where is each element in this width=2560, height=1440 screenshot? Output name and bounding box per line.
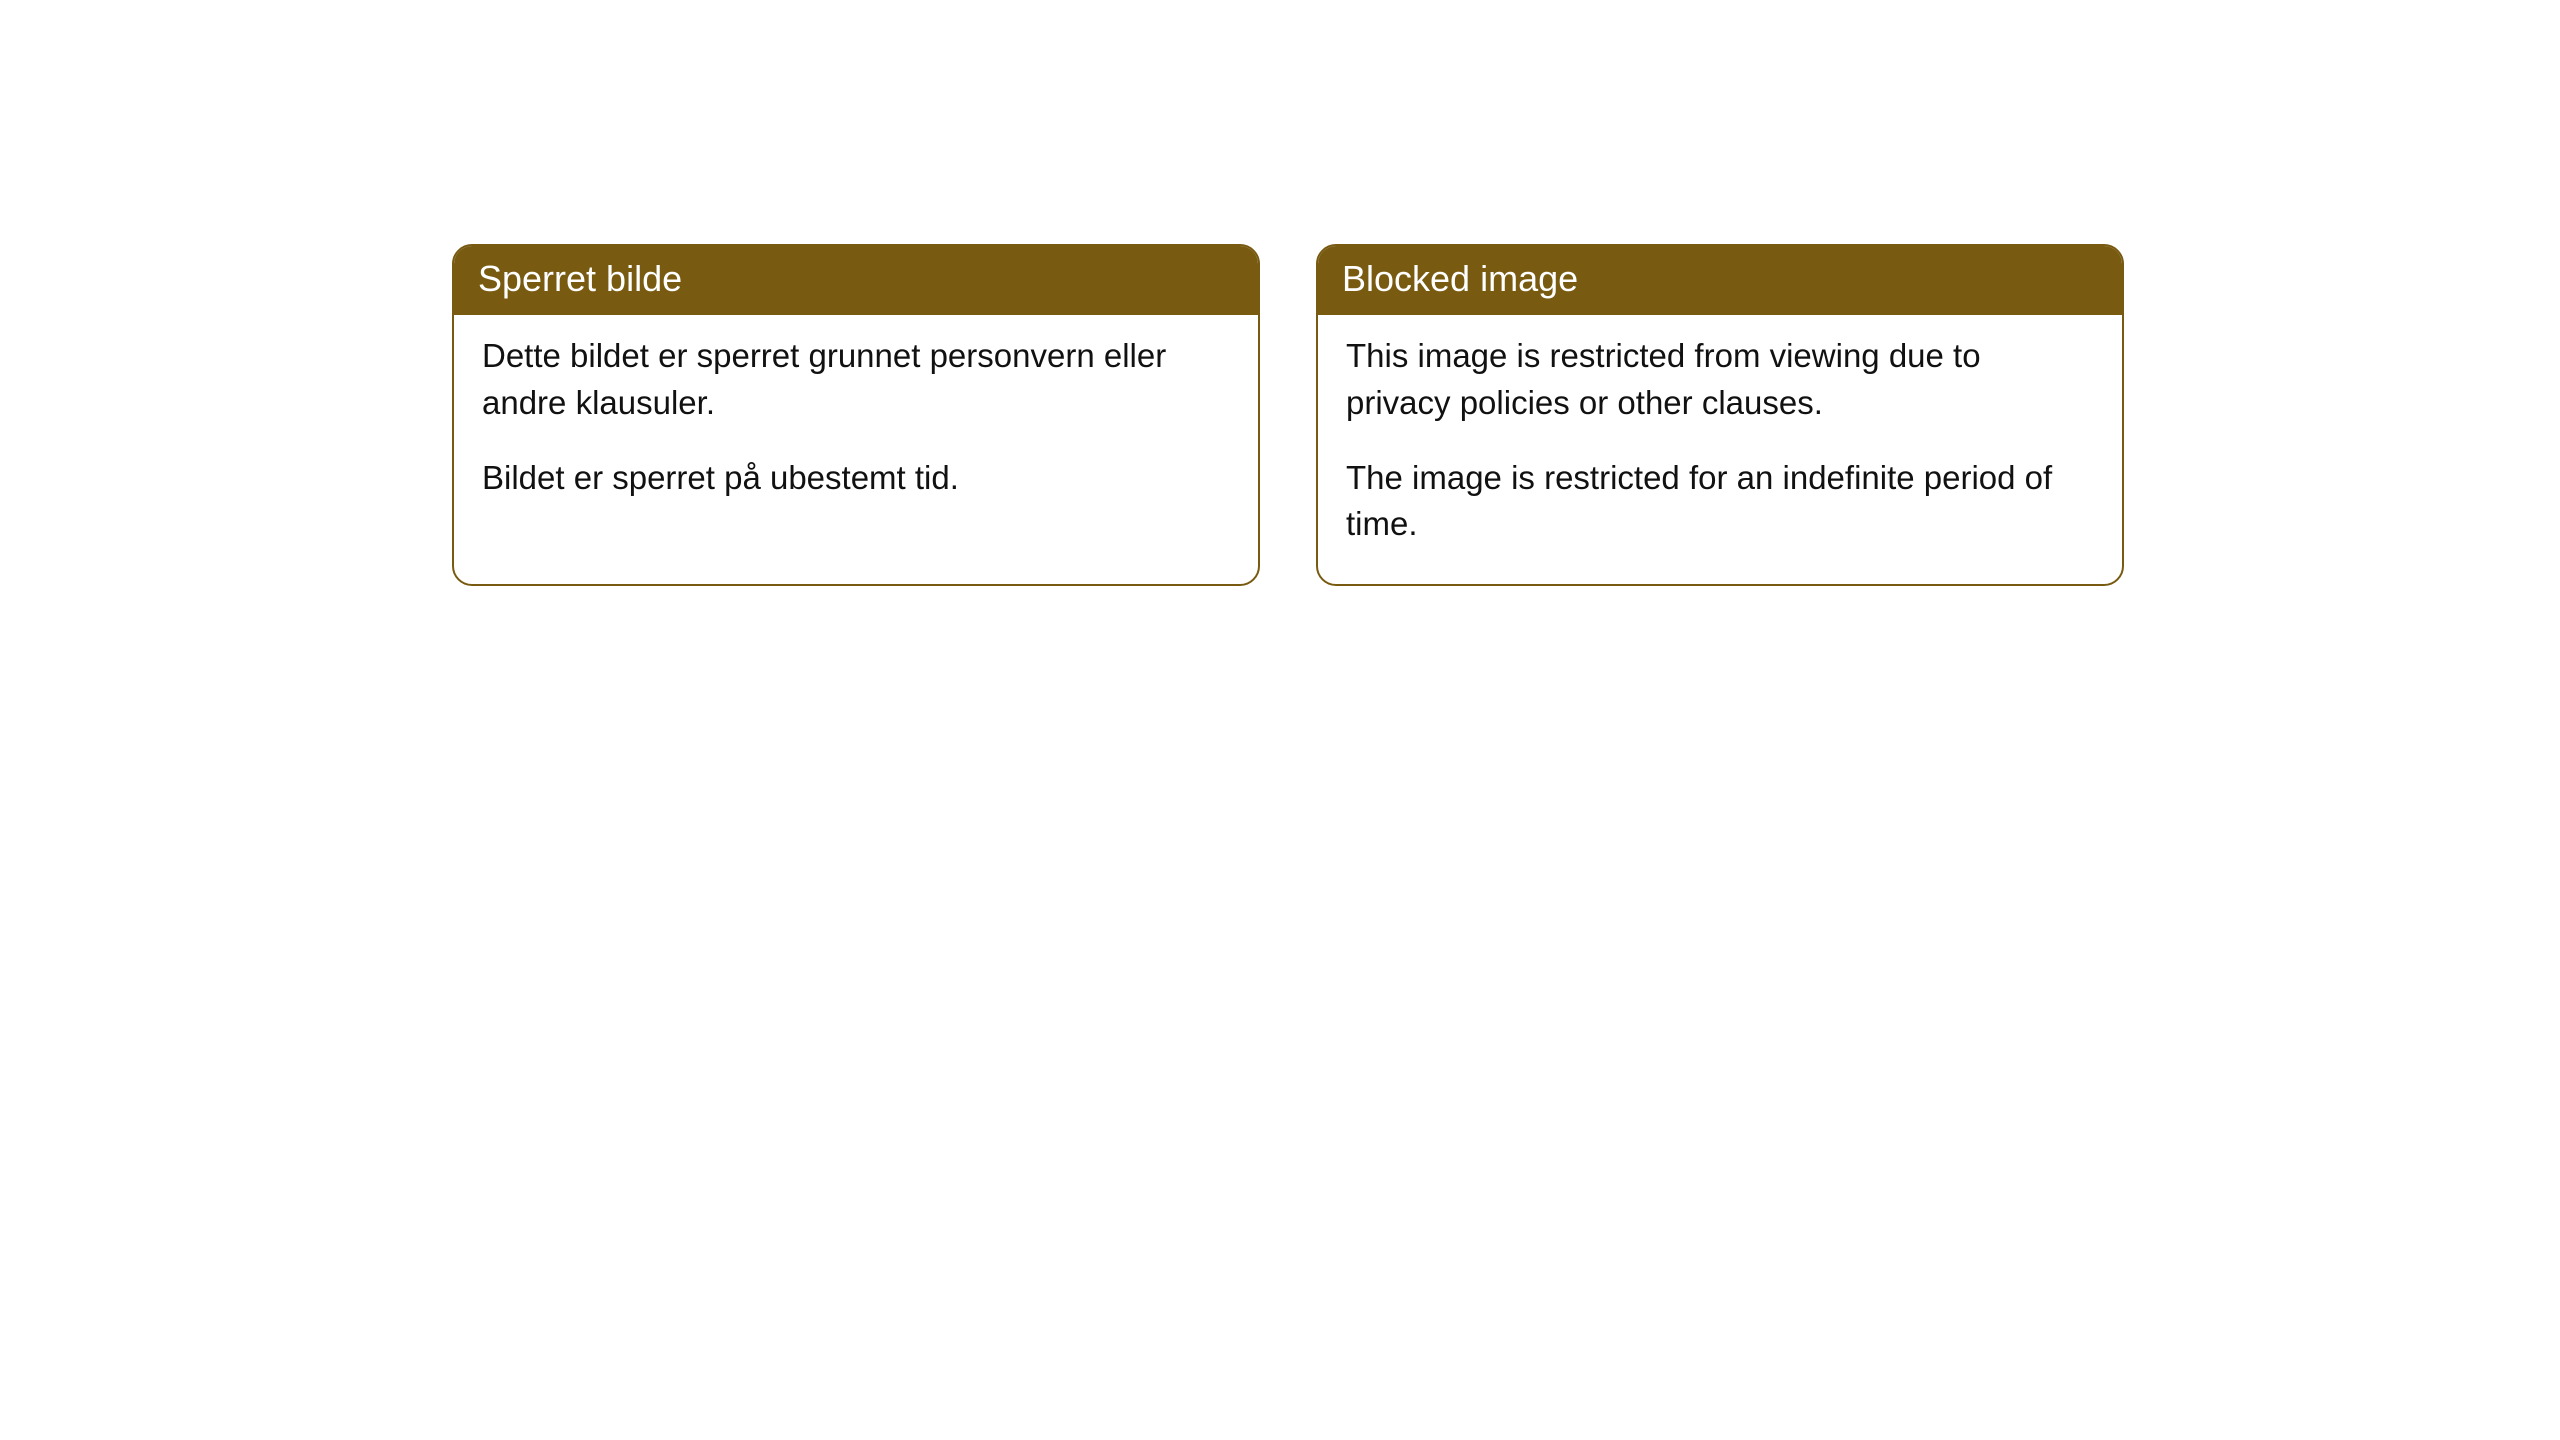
card-paragraph: This image is restricted from viewing du… — [1346, 333, 2094, 427]
card-header-english: Blocked image — [1318, 246, 2122, 315]
cards-container: Sperret bilde Dette bildet er sperret gr… — [452, 244, 2124, 586]
card-paragraph: The image is restricted for an indefinit… — [1346, 455, 2094, 549]
card-paragraph: Bildet er sperret på ubestemt tid. — [482, 455, 1230, 502]
card-paragraph: Dette bildet er sperret grunnet personve… — [482, 333, 1230, 427]
card-english: Blocked image This image is restricted f… — [1316, 244, 2124, 586]
card-norwegian: Sperret bilde Dette bildet er sperret gr… — [452, 244, 1260, 586]
card-body-english: This image is restricted from viewing du… — [1318, 315, 2122, 584]
card-header-norwegian: Sperret bilde — [454, 246, 1258, 315]
card-body-norwegian: Dette bildet er sperret grunnet personve… — [454, 315, 1258, 538]
